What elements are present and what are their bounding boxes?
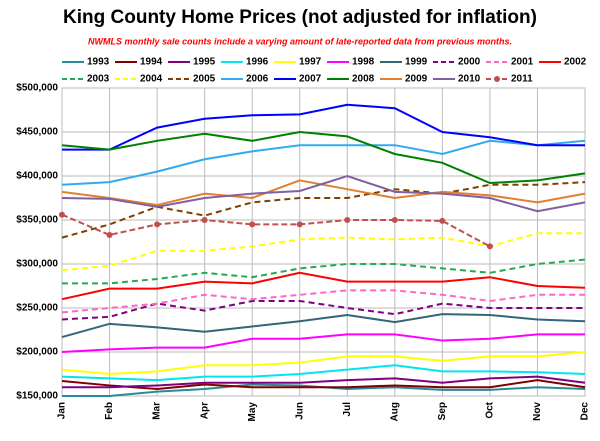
y-tick-label: $400,000 — [16, 171, 58, 182]
series-line — [61, 351, 586, 376]
series-line — [61, 333, 585, 353]
chart-subtitle: NWMLS monthly sale counts include a vary… — [88, 36, 512, 46]
legend-label: 2007 — [299, 74, 322, 85]
legend-label: 1994 — [140, 57, 163, 68]
y-tick-label: $450,000 — [16, 127, 58, 138]
legend-marker — [494, 76, 500, 82]
series-line — [61, 364, 586, 382]
series-line — [61, 271, 586, 301]
legend-label: 1998 — [352, 57, 375, 68]
series-line — [62, 375, 586, 389]
x-tick-label: Nov — [532, 402, 543, 421]
series-marker — [296, 221, 303, 228]
legend-label: 2009 — [405, 74, 428, 85]
series-line — [61, 289, 585, 314]
x-tick-label: Jul — [342, 402, 353, 417]
series-line — [61, 232, 585, 272]
y-tick-label: $150,000 — [16, 391, 58, 402]
series-line — [61, 181, 586, 239]
x-tick-label: Feb — [104, 402, 115, 420]
series-marker — [391, 217, 398, 223]
x-tick-label: Mar — [152, 402, 163, 420]
legend-label: 2000 — [458, 57, 481, 68]
series-line — [61, 174, 586, 213]
legend-label: 2006 — [246, 74, 269, 85]
series-line — [61, 379, 586, 390]
series-marker — [59, 211, 65, 218]
legend-label: 2005 — [193, 74, 216, 85]
legend-label: 1999 — [405, 57, 428, 68]
chart-title: King County Home Prices (not adjusted fo… — [63, 7, 537, 28]
y-tick-label: $350,000 — [16, 215, 58, 226]
legend-label: 2003 — [87, 74, 110, 85]
legend-label: 1997 — [299, 57, 322, 68]
legend-label: 2001 — [511, 57, 534, 68]
series-line — [61, 299, 585, 321]
series-line — [61, 139, 586, 186]
legend-label: 2004 — [140, 74, 163, 85]
legend-label: 2002 — [564, 57, 587, 68]
series-marker — [344, 217, 351, 223]
x-tick-label: Jan — [57, 402, 68, 419]
legend-label: 2011 — [511, 74, 533, 85]
series-marker — [486, 243, 493, 250]
series-marker — [154, 221, 161, 228]
x-tick-label: May — [247, 402, 258, 422]
series-marker — [201, 217, 208, 223]
legend-label: 1993 — [87, 57, 110, 68]
series-marker — [439, 217, 446, 224]
x-tick-label: Sep — [437, 402, 448, 420]
x-tick-label: Apr — [199, 402, 210, 419]
y-tick-label: $250,000 — [16, 303, 58, 314]
x-tick-label: Aug — [389, 402, 400, 421]
series-line — [61, 130, 586, 185]
y-tick-label: $300,000 — [16, 259, 58, 270]
series-line — [62, 258, 586, 285]
legend-label: 1996 — [246, 57, 269, 68]
series-line — [61, 313, 586, 339]
x-tick-label: Jun — [294, 402, 305, 420]
legend-label: 2010 — [458, 74, 481, 85]
legend-label: 1995 — [193, 57, 216, 68]
x-tick-label: Oct — [485, 401, 496, 418]
series-line — [61, 213, 491, 248]
y-tick-label: $500,000 — [16, 83, 58, 94]
y-tick-label: $200,000 — [16, 347, 58, 358]
legend-label: 2008 — [352, 74, 375, 85]
series-line — [61, 179, 586, 207]
x-tick-label: Dec — [580, 402, 591, 421]
series-marker — [106, 231, 113, 238]
series-marker — [249, 221, 256, 228]
series-line — [62, 103, 585, 151]
